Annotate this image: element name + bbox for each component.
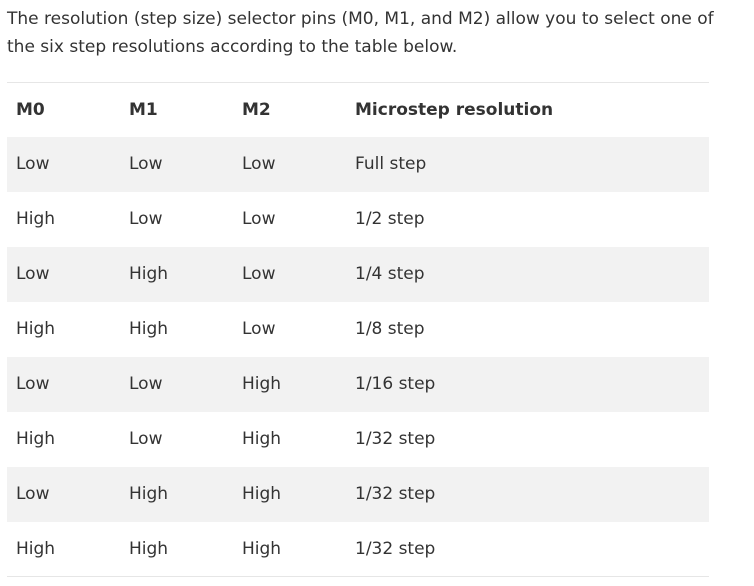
table-row: High High Low 1/8 step xyxy=(7,301,709,357)
cell-resolution: Full step xyxy=(355,154,427,174)
cell-m1: Low xyxy=(129,374,163,394)
cell-m2: Low xyxy=(242,154,276,174)
cell-m2: Low xyxy=(242,209,276,229)
cell-m0: Low xyxy=(16,374,50,394)
cell-resolution: 1/2 step xyxy=(355,209,425,229)
cell-m1: High xyxy=(129,538,169,559)
table-row: Low Low Low Full step xyxy=(7,136,709,192)
cell-m1: Low xyxy=(129,429,163,449)
cell-m0: High xyxy=(16,429,56,449)
cell-m2: Low xyxy=(242,264,276,284)
cell-m1: High xyxy=(129,319,169,339)
cell-m0: High xyxy=(16,319,56,339)
table-row: High Low High 1/32 step xyxy=(7,411,709,467)
cell-m0: High xyxy=(16,209,56,229)
cell-m1: Low xyxy=(129,154,163,174)
header-m2: M2 xyxy=(242,99,271,120)
cell-resolution: 1/32 step xyxy=(355,429,436,449)
cell-m2: High xyxy=(242,429,282,449)
cell-m1: Low xyxy=(129,209,163,229)
table-header: M0 M1 M2 Microstep resolution xyxy=(7,83,709,137)
microstep-resolution-table: M0 M1 M2 Microstep resolution Low Low Lo… xyxy=(7,82,709,577)
cell-resolution: 1/32 step xyxy=(355,484,436,504)
header-m1: M1 xyxy=(129,99,158,120)
cell-resolution: 1/8 step xyxy=(355,319,425,339)
cell-m0: Low xyxy=(16,484,50,504)
cell-m1: High xyxy=(129,484,169,504)
table-row: Low High High 1/32 step xyxy=(7,466,709,522)
cell-resolution: 1/32 step xyxy=(355,538,436,559)
microstep-table-container: M0 M1 M2 Microstep resolution Low Low Lo… xyxy=(7,82,709,577)
cell-m1: High xyxy=(129,264,169,284)
table-row: High High High 1/32 step xyxy=(7,521,709,577)
intro-paragraph: The resolution (step size) selector pins… xyxy=(7,9,714,57)
cell-m2: High xyxy=(242,484,282,504)
table-row: Low Low High 1/16 step xyxy=(7,356,709,412)
cell-resolution: 1/4 step xyxy=(355,264,425,284)
cell-m2: Low xyxy=(242,319,276,339)
cell-m0: Low xyxy=(16,154,50,174)
cell-resolution: 1/16 step xyxy=(355,374,436,394)
table-row: Low High Low 1/4 step xyxy=(7,246,709,302)
cell-m0: High xyxy=(16,538,56,559)
header-microstep-resolution: Microstep resolution xyxy=(355,99,554,120)
cell-m2: High xyxy=(242,374,282,394)
cell-m0: Low xyxy=(16,264,50,284)
header-row: M0 M1 M2 Microstep resolution xyxy=(7,83,709,137)
cell-m2: High xyxy=(242,538,282,559)
table-row: High Low Low 1/2 step xyxy=(7,191,709,247)
table-body: Low Low Low Full step High Low Low 1/2 s… xyxy=(7,136,709,577)
header-m0: M0 xyxy=(16,99,45,120)
